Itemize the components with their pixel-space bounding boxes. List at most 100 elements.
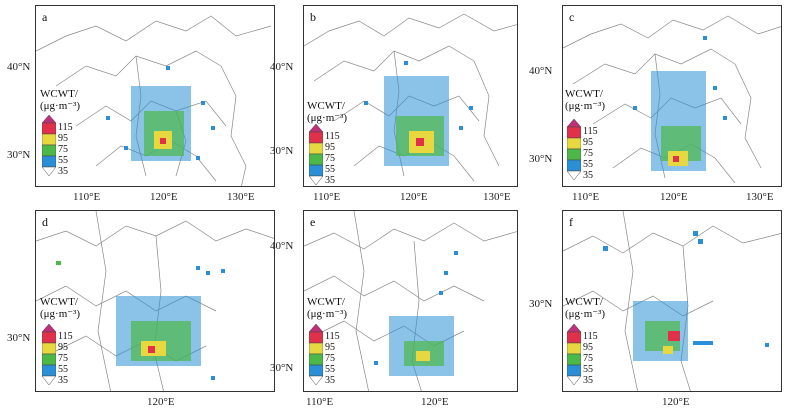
legend-label-115: 115 xyxy=(58,331,73,342)
lat-label-c-30: 30°N xyxy=(529,153,553,165)
concentration-cells-b xyxy=(364,61,473,166)
legend-label-75: 75 xyxy=(325,153,335,164)
legend-title-line2: (μg·m⁻³) xyxy=(565,308,606,320)
legend-label-95: 95 xyxy=(325,142,335,153)
map-f: f xyxy=(562,210,782,392)
lat-label-b-40: 40°N xyxy=(270,61,294,73)
legend-e: WCWT/ (μg·m⁻³) 115 95 75 55 35 xyxy=(307,296,377,396)
map-d-canvas xyxy=(36,211,274,391)
lat-label-c-40: 40°N xyxy=(529,65,553,77)
lon-label-c-110: 110°E xyxy=(572,191,600,203)
lon-label-b-120: 120°E xyxy=(400,191,428,203)
legend-label-115: 115 xyxy=(583,126,598,137)
lon-label-d-120: 120°E xyxy=(147,396,175,408)
legend-label-35: 35 xyxy=(583,375,593,386)
legend-title-line1: WCWT/ xyxy=(307,296,345,308)
map-a: a xyxy=(35,5,275,187)
legend-label-55: 55 xyxy=(583,159,593,170)
legend-label-115: 115 xyxy=(583,331,598,342)
legend-label-75: 75 xyxy=(325,353,335,364)
legend-label-35: 35 xyxy=(58,166,68,177)
map-d: d xyxy=(35,210,275,392)
lon-label-a-130: 130°E xyxy=(227,191,255,203)
legend-label-115: 115 xyxy=(58,122,73,133)
panel-a: a 40°N 30°N 110°E 120°E 130°E xyxy=(7,5,275,203)
legend-label-75: 75 xyxy=(58,144,68,155)
map-c: c xyxy=(562,5,782,187)
lat-label-d-30: 30°N xyxy=(7,332,31,344)
panel-letter-d: d xyxy=(42,215,48,229)
legend-title-line1: WCWT/ xyxy=(565,296,603,308)
lat-label-a-30: 30°N xyxy=(7,149,31,161)
lon-label-c-120: 120°E xyxy=(660,191,688,203)
map-b-canvas xyxy=(304,13,517,182)
map-e: e xyxy=(303,210,518,392)
panel-letter-a: a xyxy=(42,10,48,24)
legend-label-55: 55 xyxy=(325,164,335,175)
panel-letter-c: c xyxy=(569,10,575,24)
legend-b: WCWT/ (μg·m⁻³) 115 95 75 55 35 xyxy=(307,100,377,200)
map-f-canvas xyxy=(563,211,781,391)
legend-title-line1: WCWT/ xyxy=(40,88,78,100)
lon-label-b-110: 110°E xyxy=(313,191,341,203)
legend-label-35: 35 xyxy=(325,375,335,386)
legend-title-line2: (μg·m⁻³) xyxy=(307,308,348,320)
panel-c: c 40°N 30°N 110°E 120°E 130°E xyxy=(529,5,782,203)
legend-f: WCWT/ (μg·m⁻³) 115 95 75 55 35 xyxy=(565,296,635,396)
lon-label-a-110: 110°E xyxy=(73,191,101,203)
concentration-cells-d xyxy=(56,261,225,380)
legend-title-line1: WCWT/ xyxy=(40,296,78,308)
map-e-canvas xyxy=(304,211,517,391)
lon-label-e-120: 120°E xyxy=(421,396,449,408)
legend-colorbar xyxy=(42,115,56,177)
concentration-cells-e xyxy=(374,251,458,376)
panel-letter-e: e xyxy=(310,215,316,229)
legend-title-line1: WCWT/ xyxy=(565,88,603,100)
concentration-cells-a xyxy=(106,66,215,161)
lon-label-e-110: 110°E xyxy=(306,396,334,408)
legend-label-95: 95 xyxy=(583,137,593,148)
panel-e: e 40°N 30°N 110°E 120°E xyxy=(270,210,518,408)
lat-label-e-30: 30°N xyxy=(270,362,294,374)
legend-colorbar xyxy=(309,124,323,186)
legend-label-95: 95 xyxy=(58,342,68,353)
concentration-cells-f xyxy=(603,231,769,361)
legend-c: WCWT/ (μg·m⁻³) 115 95 75 55 35 xyxy=(565,88,635,188)
lon-label-a-120: 120°E xyxy=(150,191,178,203)
lat-label-f-30: 30°N xyxy=(529,298,553,310)
legend-title-line2: (μg·m⁻³) xyxy=(565,100,606,112)
map-c-canvas xyxy=(563,15,781,184)
lat-label-a-40: 40°N xyxy=(7,61,31,73)
panel-b: b 40°N 30°N 110°E 120°E 130°E xyxy=(270,5,518,203)
lon-label-b-130: 130°E xyxy=(483,191,511,203)
legend-label-35: 35 xyxy=(583,170,593,181)
legend-label-75: 75 xyxy=(58,353,68,364)
panel-f: f 30°N 120°E xyxy=(529,210,782,408)
legend-label-95: 95 xyxy=(583,342,593,353)
legend-label-95: 95 xyxy=(58,133,68,144)
legend-label-95: 95 xyxy=(325,342,335,353)
legend-title-line2: (μg·m⁻³) xyxy=(40,308,81,320)
legend-label-35: 35 xyxy=(58,375,68,386)
lat-label-e-40: 40°N xyxy=(270,240,294,252)
map-b: b xyxy=(303,5,518,187)
legend-label-115: 115 xyxy=(325,331,340,342)
legend-d: WCWT/ (μg·m⁻³) 115 95 75 55 35 xyxy=(40,296,110,396)
legend-label-55: 55 xyxy=(58,364,68,375)
concentration-cells-c xyxy=(633,36,727,171)
panel-letter-b: b xyxy=(310,10,316,24)
legend-colorbar xyxy=(309,324,323,386)
panel-letter-f: f xyxy=(569,215,573,229)
lon-label-c-130: 130°E xyxy=(746,191,774,203)
legend-label-55: 55 xyxy=(583,364,593,375)
legend-label-115: 115 xyxy=(325,131,340,142)
panel-d: d 30°N 120°E xyxy=(7,210,275,408)
lat-label-b-30: 30°N xyxy=(270,145,294,157)
legend-label-55: 55 xyxy=(325,364,335,375)
legend-label-35: 35 xyxy=(325,175,335,186)
map-a-canvas xyxy=(36,15,272,186)
legend-title-line2: (μg·m⁻³) xyxy=(40,100,81,112)
legend-title-line1: WCWT/ xyxy=(307,100,345,112)
lon-label-f-120: 120°E xyxy=(662,396,690,408)
legend-a: WCWT/ (μg·m⁻³) 115 95 75 55 35 xyxy=(40,88,110,188)
